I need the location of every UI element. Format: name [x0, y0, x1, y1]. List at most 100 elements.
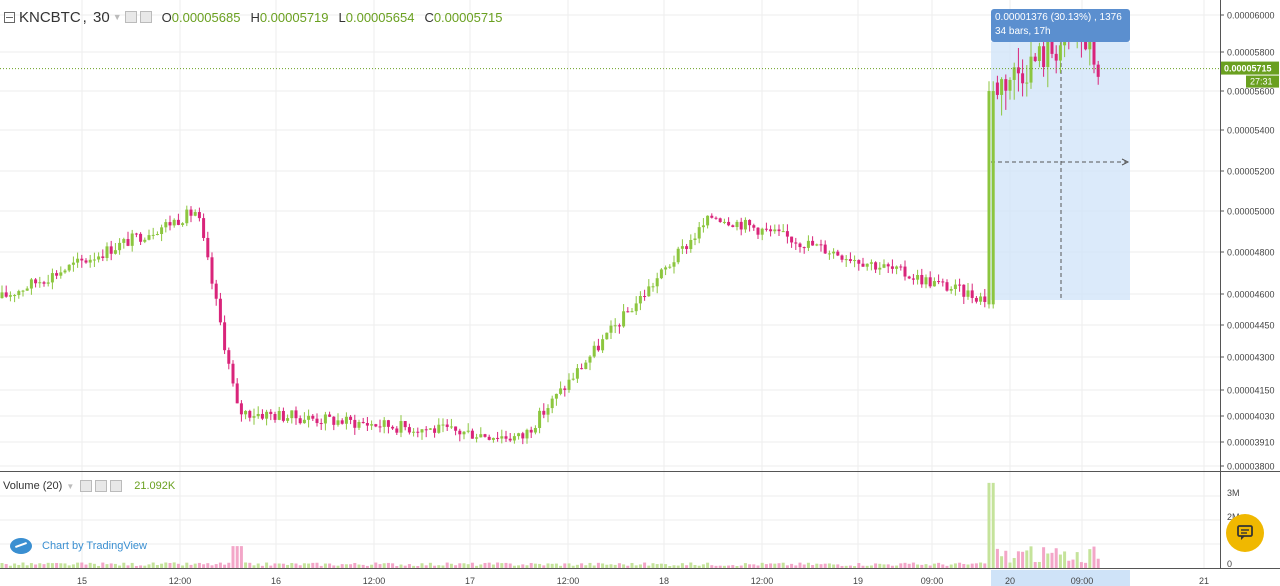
volume-bar [991, 482, 995, 568]
volume-bar [1033, 562, 1037, 568]
candle-body [466, 430, 470, 432]
candle-body [214, 283, 218, 299]
price-axis[interactable]: 0.00006000 0.00005800 0.00005600 0.00005400… [1220, 11, 1275, 472]
volume-bar [970, 563, 974, 568]
volume-bar [475, 565, 479, 568]
candle-body [1088, 39, 1092, 50]
close-icon[interactable] [110, 480, 123, 492]
volume-bar [584, 565, 588, 568]
candle-body [823, 244, 827, 254]
volume-bar [1008, 562, 1012, 568]
volume-bar [260, 565, 264, 568]
tradingview-watermark[interactable]: Chart by TradingView [10, 538, 147, 554]
interval[interactable]: 30 [93, 8, 110, 26]
volume-bar [151, 562, 155, 568]
chat-button[interactable] [1226, 514, 1264, 552]
hide-icon[interactable] [80, 480, 93, 492]
volume-bar [160, 563, 164, 568]
candle-body [714, 217, 718, 219]
price-tick-label: 0.00006000 [1227, 11, 1275, 21]
volume-bar [80, 562, 84, 568]
candle-body [693, 238, 697, 241]
volume-bar [798, 562, 802, 568]
volume-bar [445, 562, 449, 568]
volume-bar [739, 565, 743, 568]
volume-bar [1058, 554, 1062, 568]
candle-body [281, 410, 285, 421]
volume-bar [4, 564, 8, 568]
candle-body [794, 242, 798, 244]
candle-body [605, 332, 609, 340]
candle-body [874, 262, 878, 270]
volume-bar [865, 565, 869, 568]
candle-body [668, 266, 672, 268]
candle-body [882, 264, 886, 268]
candle-body [773, 229, 777, 232]
candle-body [332, 416, 336, 425]
volume-bar [672, 565, 676, 568]
collapse-icon[interactable] [4, 11, 15, 23]
volume-bar [1037, 561, 1041, 568]
candle-body [920, 274, 924, 285]
volume-bar [185, 562, 189, 568]
candle-body [861, 263, 865, 267]
volume-tick-label: 3M [1227, 488, 1240, 498]
candle-body [609, 325, 613, 333]
volume-bar [1012, 557, 1016, 568]
dropdown-arrow-icon[interactable]: ▼ [112, 12, 122, 22]
volume-bar [630, 562, 634, 568]
volume-bar [731, 565, 735, 568]
volume-bar [349, 564, 353, 568]
volume-bar [903, 562, 907, 568]
candle-body [340, 420, 344, 424]
candle-body [227, 350, 231, 364]
price-tick-label: 0.00005800 [1227, 48, 1275, 58]
settings-icon[interactable] [139, 11, 152, 23]
candle-body [1016, 67, 1020, 74]
candle-body [424, 429, 428, 431]
candle-body [974, 297, 978, 302]
candle-body [529, 429, 533, 433]
volume-bar [1054, 548, 1058, 568]
candle-body [819, 244, 823, 246]
candle-body [1025, 82, 1029, 84]
candle-body [487, 436, 491, 440]
volume-bar [1016, 551, 1020, 568]
candle-body [869, 262, 873, 264]
settings-icon[interactable] [95, 480, 108, 492]
volume-bar [1025, 550, 1029, 568]
candle-body [769, 229, 773, 232]
volume-bar [777, 563, 781, 568]
watermark-text[interactable]: Chart by TradingView [42, 540, 147, 552]
volume-bar [55, 562, 59, 568]
dropdown-arrow-icon[interactable]: ▼ [66, 481, 75, 491]
candle-body [554, 393, 558, 399]
volume-bar [840, 565, 844, 568]
price-tick-label: 0.00004300 [1227, 353, 1275, 363]
hide-icon[interactable] [124, 11, 137, 23]
volume-bar [126, 565, 130, 568]
volume-bar [315, 562, 319, 568]
symbol-name[interactable]: KNCBTC [19, 8, 81, 26]
volume-bar [176, 563, 180, 568]
candle-body [412, 431, 416, 433]
candle-body [311, 415, 315, 419]
candle-body [748, 219, 752, 226]
candle-body [357, 421, 361, 428]
candle-body [1096, 64, 1100, 77]
volume-label[interactable]: Volume (20) [3, 480, 63, 492]
volume-bar [252, 565, 256, 568]
candle-body [617, 325, 621, 327]
time-axis[interactable]: 15 12:00 16 12:00 17 12:00 18 12:00 19 09:00 20 09:… [77, 570, 1209, 586]
volume-bar [319, 565, 323, 568]
volume-bar [722, 565, 726, 568]
candle-body [958, 284, 962, 286]
volume-bar [34, 564, 38, 568]
volume-bar [311, 562, 315, 568]
candle-body [1037, 46, 1041, 61]
candle-body [596, 345, 600, 351]
volume-bar [1042, 547, 1046, 568]
volume-legend: Volume (20) ▼ 21.092K [3, 480, 175, 492]
